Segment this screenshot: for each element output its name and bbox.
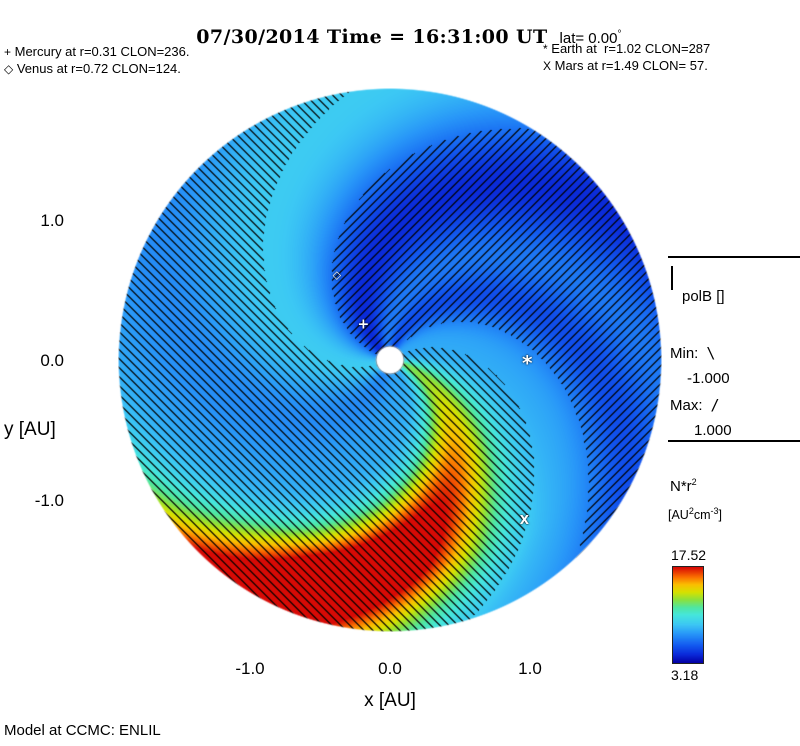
colorbar-max-value: 17.52	[671, 547, 707, 563]
mars-x-icon: X	[543, 59, 552, 73]
polb-legend-title: polB []	[682, 288, 725, 305]
mars-marker: X	[519, 512, 530, 527]
mars-annotation: X Mars at r=1.49 CLON= 57.	[543, 58, 708, 73]
earth-annotation: * Earth at r=1.02 CLON=287	[543, 41, 710, 56]
earth-asterisk-icon: *	[543, 42, 548, 56]
polb-min-text: Min:	[670, 345, 699, 362]
polb-min-value: -1.000	[687, 370, 730, 387]
slash-hatch-icon: /	[710, 396, 720, 414]
units-close: ]	[718, 508, 723, 523]
mercury-plus-icon: +	[4, 45, 12, 59]
legend-tick-mark	[671, 266, 673, 290]
venus-marker: ◇	[332, 267, 342, 281]
colorbar-quantity-exp: 2	[691, 477, 697, 487]
y-tick-plus1: 1.0	[40, 211, 64, 230]
model-credit: Model at CCMC: ENLIL	[4, 722, 161, 739]
colorbar-quantity-base: N*r	[670, 478, 692, 495]
polb-max-value: 1.000	[694, 422, 732, 439]
polb-max-text: Max:	[670, 397, 703, 414]
colorbar-quantity-label: N*r2	[670, 477, 697, 495]
mars-annotation-text: Mars at r=1.49 CLON= 57.	[551, 58, 708, 73]
earth-marker: *	[521, 350, 533, 375]
polb-max-label: Max: /	[670, 396, 720, 414]
units-exp2: -3	[710, 506, 719, 516]
units-mid: cm	[693, 508, 711, 523]
title-latitude: lat= 0.00°	[559, 29, 622, 47]
y-tick-minus1: -1.0	[34, 491, 64, 510]
venus-diamond-icon: ◇	[4, 62, 14, 76]
x-axis-label: x [AU]	[364, 690, 416, 711]
legend-divider-bottom	[668, 440, 800, 442]
units-exp1: 2	[688, 506, 694, 516]
venus-annotation: ◇ Venus at r=0.72 CLON=124.	[4, 61, 181, 76]
plot-area: + ◇ * X	[118, 88, 662, 632]
polb-min-label: Min: \	[670, 344, 715, 362]
mercury-annotation-text: Mercury at r=0.31 CLON=236.	[11, 44, 190, 59]
colorbar-min-value: 3.18	[671, 667, 699, 683]
y-tick-zero: 0.0	[40, 351, 64, 370]
backslash-hatch-icon: \	[706, 344, 716, 362]
mercury-marker: +	[357, 316, 370, 333]
colorbar-units-label: [AU2cm-3]	[668, 506, 722, 522]
plot-title: 07/30/2014 Time = 16:31:00 UT lat= 0.00°	[0, 8, 800, 66]
degree-symbol: °	[617, 29, 622, 40]
earth-annotation-text: Earth at r=1.02 CLON=287	[547, 41, 711, 56]
title-datetime: 07/30/2014 Time = 16:31:00 UT	[196, 26, 548, 48]
x-tick-plus1: 1.0	[518, 659, 542, 678]
legend-divider-top	[668, 256, 800, 258]
venus-annotation-text: Venus at r=0.72 CLON=124.	[13, 61, 181, 76]
density-heatmap-canvas	[118, 88, 662, 632]
x-tick-minus1: -1.0	[235, 659, 265, 678]
y-axis-label: y [AU]	[4, 419, 56, 440]
colorbar	[672, 566, 704, 664]
x-tick-zero: 0.0	[378, 659, 402, 678]
units-open: [AU	[668, 508, 689, 523]
title-latitude-text: lat= 0.00	[559, 30, 618, 47]
mercury-annotation: + Mercury at r=0.31 CLON=236.	[4, 44, 190, 59]
